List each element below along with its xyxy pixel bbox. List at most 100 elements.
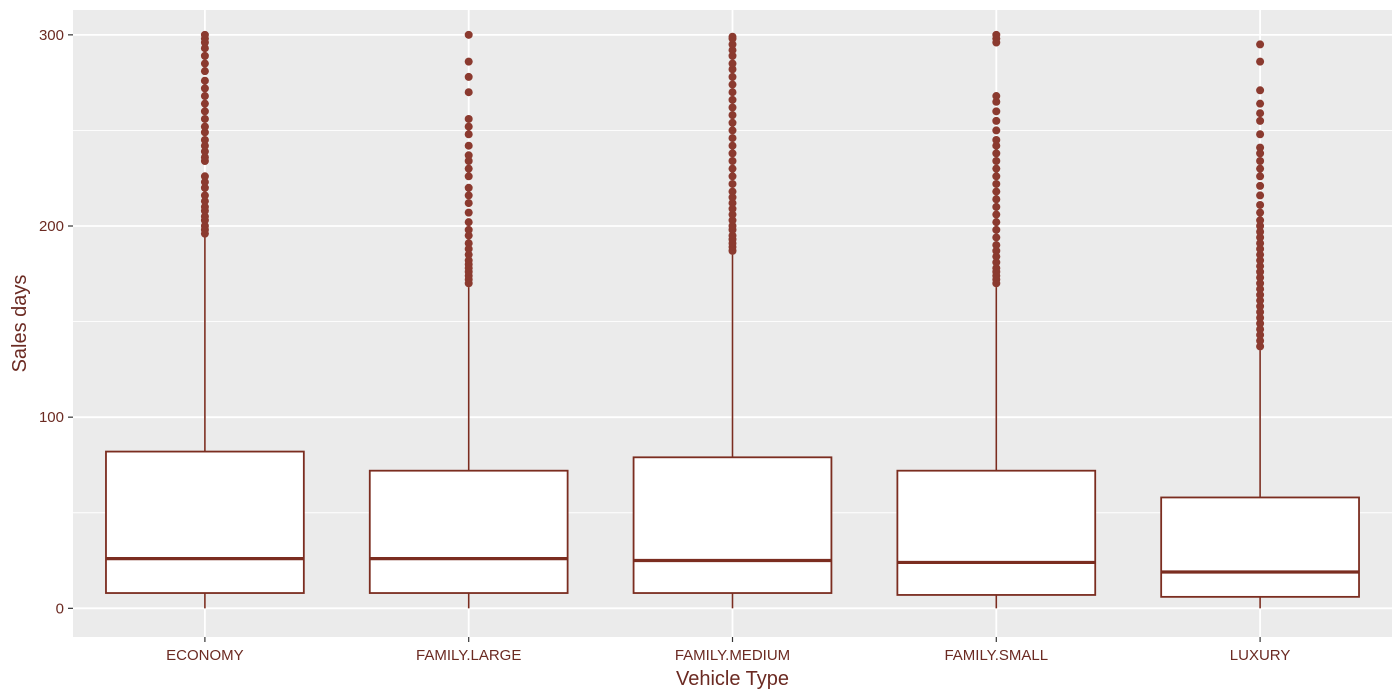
outlier-point [1256,308,1265,317]
outlier-point [728,80,737,89]
outlier-point [728,88,737,97]
outlier-point [1256,313,1265,322]
outlier-point [1256,130,1265,139]
outlier-point [464,250,473,259]
outlier-point [464,231,473,240]
outlier-point [992,210,1001,219]
outlier-point [1256,208,1265,217]
outlier-point [992,135,1001,144]
outlier-point [992,187,1001,196]
outlier-point [992,252,1001,261]
outlier-point [992,116,1001,125]
outlier-point [1256,285,1265,294]
outlier-point [728,193,737,202]
outlier-point [1256,233,1265,242]
outlier-point [1256,239,1265,248]
outlier-point [728,204,737,213]
outlier-point [992,97,1001,106]
outlier-point [1256,164,1265,173]
outlier-point [992,202,1001,211]
outlier-point [1256,143,1265,152]
outlier-point [728,157,737,166]
outlier-point [992,179,1001,188]
outlier-point [728,32,737,41]
outlier-point [200,147,209,156]
outlier-point [728,118,737,127]
outlier-point [200,76,209,85]
x-axis-title: Vehicle Type [676,668,789,690]
outlier-point [992,30,1001,39]
outlier-point [992,218,1001,227]
outlier-point [464,122,473,131]
outlier-point [464,239,473,248]
box-economy [105,30,305,609]
outlier-point [200,222,209,231]
outlier-point [464,30,473,39]
outlier-point [1256,200,1265,209]
iqr-box [632,456,833,594]
outlier-point [200,153,209,162]
outlier-point [1256,267,1265,276]
outlier-point [1256,342,1265,351]
outlier-point [1256,157,1265,166]
outlier-point [992,258,1001,267]
outlier-point [1256,222,1265,231]
outlier-point [728,59,737,68]
outlier-point [728,216,737,225]
box-luxury [1160,40,1360,609]
outlier-point [464,225,473,234]
outlier-point [1256,273,1265,282]
outlier-point [200,44,209,53]
outlier-point [728,179,737,188]
outlier-point [464,218,473,227]
outlier-point [728,187,737,196]
outlier-point [728,103,737,112]
outlier-point [728,40,737,49]
outlier-point [1256,296,1265,305]
outlier-point [464,183,473,192]
outlier-point [200,178,209,187]
outlier-point [992,149,1001,158]
outlier-point [200,202,209,211]
outlier-point [200,172,209,181]
outlier-point [992,233,1001,242]
outlier-point [1256,256,1265,265]
outlier-point [200,84,209,93]
outlier-point [464,191,473,200]
outlier-point [1256,40,1265,49]
outlier-point [728,222,737,231]
outlier-point [1256,86,1265,95]
outlier-point [1256,336,1265,345]
outlier-point [200,99,209,108]
outlier-point [1256,172,1265,181]
iqr-box [368,469,569,594]
outlier-point [992,195,1001,204]
box-family-medium [632,32,833,609]
outlier-point [464,72,473,81]
outlier-point [728,126,737,135]
y-tick-label: 100 [39,409,64,426]
outlier-point [1256,57,1265,66]
outlier-point [992,141,1001,150]
outlier-point [200,128,209,137]
outlier-point [1256,109,1265,118]
y-tick-label: 300 [39,27,64,44]
outlier-point [464,141,473,150]
outlier-point [464,151,473,160]
outlier-point [464,114,473,123]
outlier-point [728,231,737,240]
outlier-point [464,157,473,166]
outlier-point [200,212,209,221]
outlier-point [728,164,737,173]
x-tick-label: ECONOMY [166,647,244,664]
outlier-point [1256,262,1265,271]
outlier-point [1256,227,1265,236]
y-axis-title: Sales days [9,275,31,373]
outlier-point [1256,216,1265,225]
outlier-point [992,246,1001,255]
outlier-point [464,199,473,208]
outlier-point [200,30,209,39]
y-tick-label: 200 [39,218,64,235]
outlier-point [464,88,473,97]
outlier-point [728,199,737,208]
